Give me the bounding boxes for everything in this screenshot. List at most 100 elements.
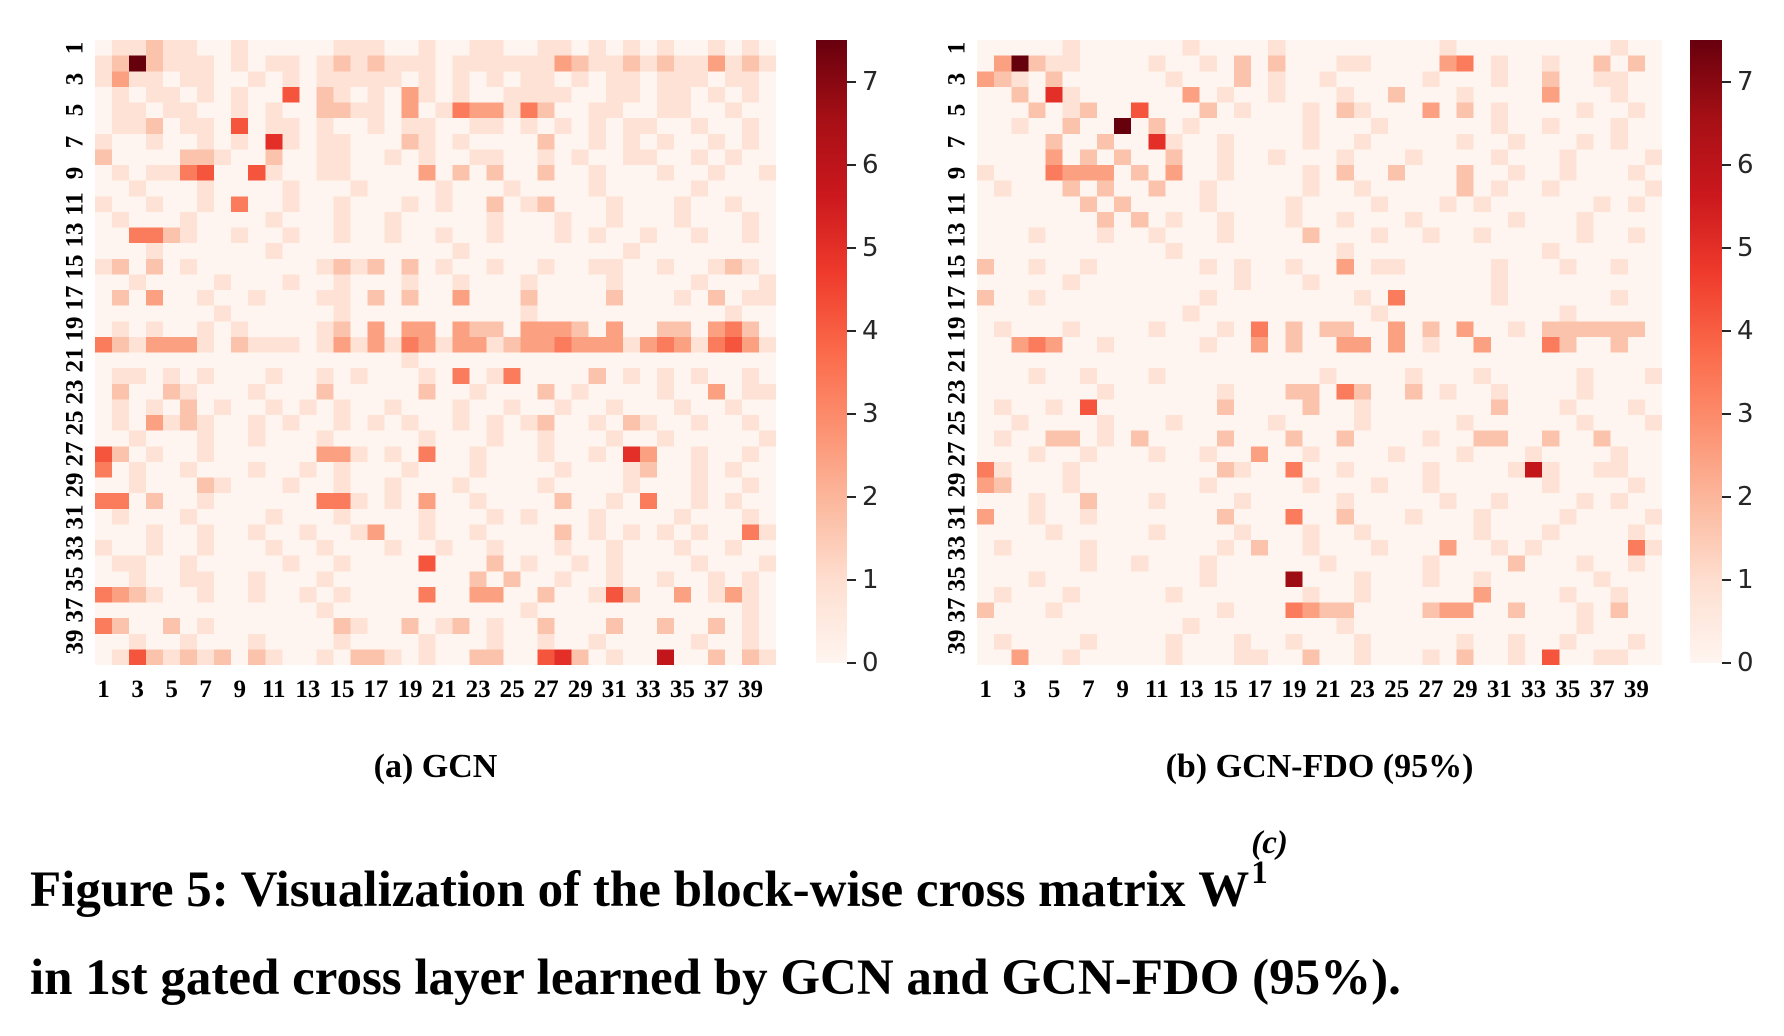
caption-prefix: Figure 5: Visualization of the block-wis… xyxy=(30,862,1186,918)
y-tick-label: 19 xyxy=(61,316,89,342)
y-tick-label: 11 xyxy=(943,192,971,216)
x-tick-label: 1 xyxy=(979,676,992,703)
y-tick-label: 7 xyxy=(943,135,971,148)
colorbar-tick-label: 4 xyxy=(862,315,879,346)
x-tick-label: 27 xyxy=(533,676,559,703)
colorbar-tick-mark xyxy=(847,329,856,332)
y-tick-label: 21 xyxy=(61,347,89,373)
y-tick-label: 15 xyxy=(61,254,89,280)
y-tick-label: 25 xyxy=(61,410,89,436)
colorbar-tick-label: 2 xyxy=(1737,481,1754,512)
colorbar-b-gradient xyxy=(1690,40,1722,663)
colorbar-tick-label: 0 xyxy=(862,648,879,678)
x-tick-label: 27 xyxy=(1418,676,1444,703)
colorbar-tick-label: 1 xyxy=(862,564,879,595)
x-tick-label: 15 xyxy=(329,676,355,703)
colorbar-tick-mark xyxy=(1722,80,1731,83)
colorbar-tick-mark xyxy=(1722,662,1731,664)
y-tick-label: 23 xyxy=(61,379,89,405)
colorbar-tick-label: 5 xyxy=(862,232,879,263)
colorbar-tick-mark xyxy=(847,80,856,83)
caption-line-2: in 1st gated cross layer learned by GCN … xyxy=(30,950,1401,1006)
x-tick-label: 23 xyxy=(465,676,491,703)
y-tick-label: 29 xyxy=(943,472,971,498)
y-tick-label: 1 xyxy=(61,41,89,55)
colorbar-tick-label: 7 xyxy=(1737,66,1754,97)
x-tick-label: 11 xyxy=(1145,676,1169,703)
x-tick-label: 17 xyxy=(1247,676,1273,703)
colorbar-tick-label: 0 xyxy=(1737,648,1754,678)
x-tick-label: 39 xyxy=(1623,676,1649,703)
y-tick-label: 11 xyxy=(61,192,89,216)
y-tick-label: 23 xyxy=(943,379,971,405)
colorbar-tick-mark xyxy=(847,662,856,664)
x-tick-label: 37 xyxy=(1589,676,1615,703)
heatmap-b-canvas xyxy=(977,40,1662,665)
x-tick-label: 33 xyxy=(635,676,661,703)
y-tick-label: 15 xyxy=(943,254,971,280)
colorbar-tick-label: 3 xyxy=(862,398,879,429)
colorbar-tick-label: 6 xyxy=(862,149,879,180)
x-tick-label: 31 xyxy=(1486,676,1512,703)
colorbar-tick-mark xyxy=(847,412,856,415)
x-tick-label: 15 xyxy=(1212,676,1238,703)
x-tick-label: 33 xyxy=(1521,676,1547,703)
y-tick-label: 25 xyxy=(943,410,971,436)
colorbar-tick-label: 5 xyxy=(1737,232,1754,263)
y-tick-label: 13 xyxy=(943,222,971,248)
y-tick-label: 9 xyxy=(61,166,89,180)
colorbar-tick-mark xyxy=(1722,578,1731,581)
colorbar-tick-mark xyxy=(847,246,856,249)
colorbar-a: 7 6 5 4 3 2 1 0 xyxy=(816,40,879,676)
colorbar-tick-mark xyxy=(847,163,856,166)
x-tick-label: 9 xyxy=(233,676,246,703)
x-tick-label: 7 xyxy=(199,676,212,703)
y-tick-label: 5 xyxy=(61,104,89,117)
x-tick-label: 25 xyxy=(499,676,525,703)
x-tick-label: 13 xyxy=(295,676,321,703)
x-tick-label: 9 xyxy=(1116,676,1129,703)
y-tick-label: 35 xyxy=(61,566,89,592)
figure-caption: Figure 5: Visualization of the block-wis… xyxy=(30,827,1760,1022)
x-tick-label: 13 xyxy=(1178,676,1204,703)
x-tick-label: 5 xyxy=(1047,676,1061,703)
y-tick-label: 13 xyxy=(61,222,89,248)
x-tick-label: 29 xyxy=(1452,676,1478,703)
colorbar-tick-mark xyxy=(1722,329,1731,332)
colorbar-tick-label: 6 xyxy=(1737,149,1754,180)
x-tick-label: 3 xyxy=(1013,676,1027,703)
x-tick-label: 5 xyxy=(165,676,178,703)
y-tick-label: 17 xyxy=(943,285,971,311)
x-tick-label: 29 xyxy=(567,676,593,703)
y-tick-label: 33 xyxy=(943,535,971,561)
colorbar-tick-label: 3 xyxy=(1737,398,1754,429)
subcaption-b: (b) GCN-FDO (95%) xyxy=(1165,748,1474,785)
colorbar-tick-mark xyxy=(847,578,856,581)
y-tick-label: 5 xyxy=(943,104,971,117)
x-tick-label: 7 xyxy=(1082,676,1095,703)
y-tick-label: 27 xyxy=(943,441,971,467)
colorbar-tick-label: 4 xyxy=(1737,315,1754,346)
colorbar-a-gradient xyxy=(816,40,847,663)
x-tick-label: 11 xyxy=(261,676,286,703)
x-tick-label: 35 xyxy=(669,676,695,703)
caption-line-1: Figure 5: Visualization of the block-wis… xyxy=(30,827,1760,934)
matrix-letter: W xyxy=(1198,862,1250,918)
y-tick-label: 31 xyxy=(61,504,89,530)
y-tick-label: 39 xyxy=(61,629,89,655)
x-tick-label: 25 xyxy=(1384,676,1410,703)
y-tick-label: 1 xyxy=(943,41,971,55)
colorbar-tick-mark xyxy=(1722,246,1731,249)
x-tick-label: 39 xyxy=(737,676,763,703)
y-tick-label: 31 xyxy=(943,504,971,530)
y-tick-label: 3 xyxy=(61,72,89,86)
x-tick-label: 19 xyxy=(1281,676,1307,703)
colorbar-b: 7 6 5 4 3 2 1 0 xyxy=(1690,40,1754,676)
x-tick-label: 1 xyxy=(97,676,110,703)
x-tick-label: 17 xyxy=(363,676,389,703)
x-tick-label: 37 xyxy=(703,676,729,703)
y-tick-label: 29 xyxy=(61,472,89,498)
colorbar-tick-mark xyxy=(847,495,856,498)
